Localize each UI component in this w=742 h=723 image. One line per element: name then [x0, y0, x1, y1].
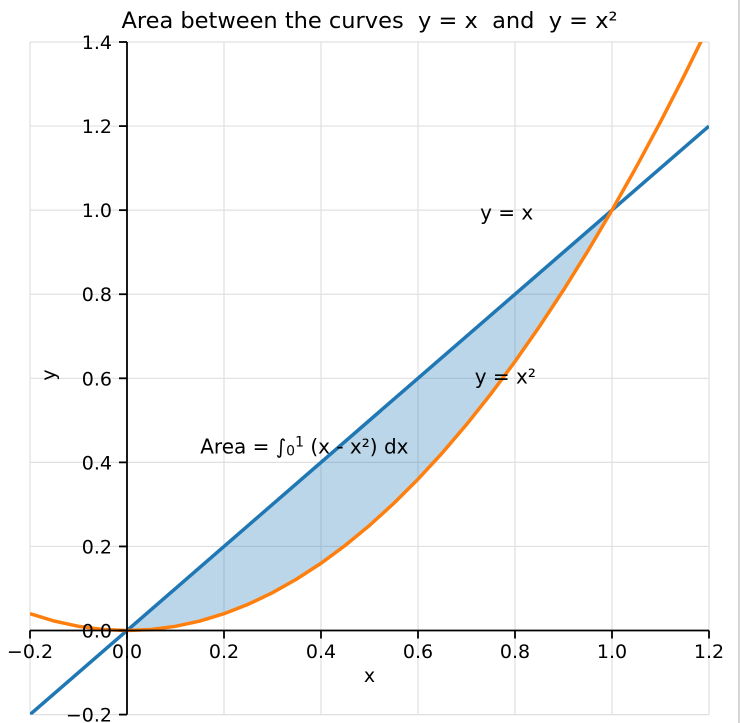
- curve-y-equals-x: [30, 124, 709, 715]
- y-tick-label: 0.0: [82, 621, 112, 643]
- annotation-parabola-label: y = x²: [475, 365, 536, 389]
- x-tick-label: 1.0: [597, 641, 627, 663]
- annotation-area-formula-part: Area = ∫: [200, 434, 286, 458]
- window-right-border: [738, 0, 740, 723]
- x-tick-label: 1.2: [694, 641, 724, 663]
- annotation-area-formula-part: 0: [286, 443, 295, 459]
- x-tick-label: 0.6: [403, 641, 433, 663]
- annotation-area-formula-part: 1: [295, 434, 304, 450]
- y-tick-label: 0.2: [82, 536, 112, 558]
- x-axis-label: x: [364, 665, 375, 687]
- y-tick-label: 1.0: [82, 200, 112, 222]
- y-axis-label: y: [38, 369, 60, 380]
- y-tick-label: 0.8: [82, 284, 112, 306]
- annotation-area-formula: Area = ∫01 (x - x²) dx: [200, 434, 408, 459]
- y-tick-label: 0.6: [82, 368, 112, 390]
- y-tick-label: 1.2: [82, 116, 112, 138]
- x-tick-label: −0.2: [7, 641, 53, 663]
- annotation-area-formula-part: (x - x²) dx: [304, 434, 409, 458]
- x-tick-label: 0.2: [209, 641, 239, 663]
- annotation-line-label: y = x: [480, 200, 533, 224]
- curve-y-equals-x-squared: [30, 42, 703, 633]
- x-tick-label: 0.4: [306, 641, 336, 663]
- y-tick-label: 1.4: [82, 32, 112, 54]
- y-tick-label: 0.4: [82, 452, 112, 474]
- x-tick-label: 0.0: [112, 641, 142, 663]
- x-tick-label: 0.8: [500, 641, 530, 663]
- y-tick-label: −0.2: [66, 705, 112, 723]
- chart-title: Area between the curves y = x and y = x²: [121, 8, 617, 34]
